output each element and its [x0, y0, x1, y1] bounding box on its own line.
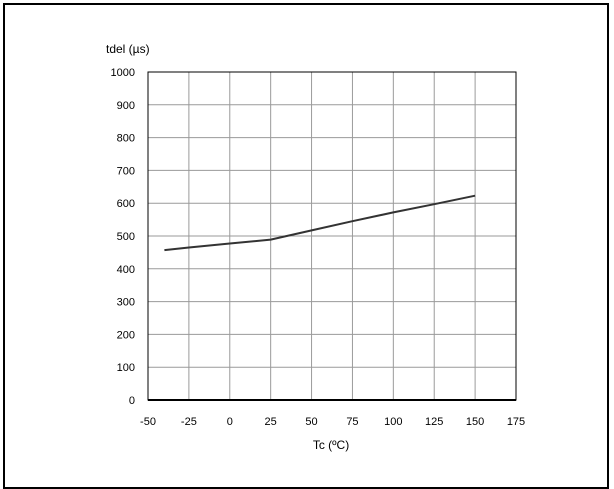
x-tick-label: 25 — [265, 416, 277, 428]
y-tick-label: 600 — [117, 198, 135, 210]
x-axis-title: Tc (ºC) — [313, 438, 349, 452]
x-tick-label: 0 — [227, 416, 233, 428]
x-tick-label: -25 — [181, 416, 197, 428]
x-tick-label: 50 — [305, 416, 317, 428]
y-tick-label: 1000 — [111, 67, 135, 79]
y-tick-label: 400 — [117, 264, 135, 276]
y-tick-label: 700 — [117, 165, 135, 177]
series-line — [164, 194, 476, 252]
x-tick-label: -50 — [140, 416, 156, 428]
chart-frame — [3, 3, 609, 489]
chart-grid — [147, 71, 517, 401]
chart-series — [164, 194, 476, 252]
y-tick-label: 900 — [117, 100, 135, 112]
y-tick-label: 800 — [117, 133, 135, 145]
x-tick-label: 100 — [384, 416, 402, 428]
x-tick-label: 175 — [507, 416, 525, 428]
y-tick-label: 500 — [117, 231, 135, 243]
y-tick-label: 0 — [129, 395, 135, 407]
y-tick-labels: 0 100 200 300 400 500 600 700 800 900 1000 — [111, 67, 135, 407]
x-tick-label: 75 — [346, 416, 358, 428]
y-tick-label: 100 — [117, 362, 135, 374]
y-axis-title: tdel (µs) — [106, 42, 150, 56]
y-tick-label: 300 — [117, 297, 135, 309]
y-tick-label: 200 — [117, 329, 135, 341]
x-tick-labels: -50 -25 0 25 50 75 100 125 150 175 — [140, 416, 525, 428]
x-tick-label: 125 — [425, 416, 443, 428]
x-tick-label: 150 — [466, 416, 484, 428]
